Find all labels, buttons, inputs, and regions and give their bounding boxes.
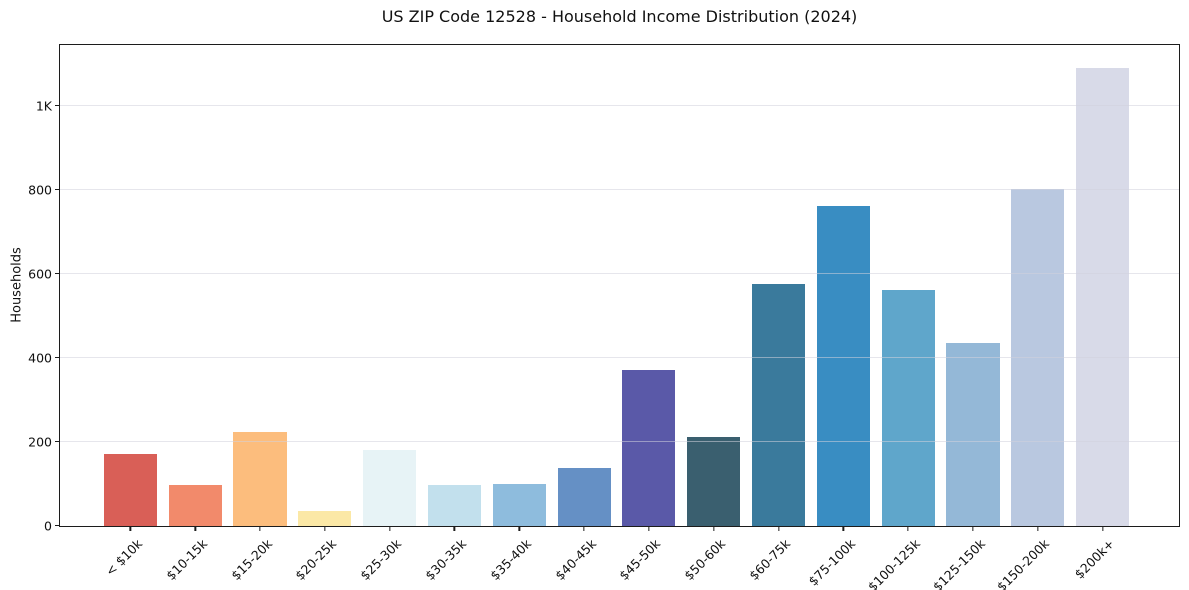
- plot-area: < $10k $10-15k $15-20k $20-25k $25-30k $30-35…: [28, 44, 1180, 590]
- bar: [751, 283, 806, 526]
- chart-title: US ZIP Code 12528 - Household Income Dis…: [381, 7, 858, 26]
- x-tick-label: $60-75k: [746, 536, 794, 584]
- y-tick-label: 200: [28, 434, 52, 450]
- y-tick-label: 400: [28, 350, 52, 366]
- bar-slot: $30-35k: [422, 45, 487, 583]
- x-tick-mark: [1101, 526, 1104, 531]
- bar: [492, 483, 546, 526]
- bar-slot: $25-30k: [357, 45, 422, 583]
- x-tick-mark: [453, 526, 456, 531]
- bar-slot: $100-125k: [864, 45, 941, 590]
- bars-container: < $10k $10-15k $15-20k $20-25k $25-30k $30-35…: [98, 45, 1135, 590]
- x-tick-mark: [713, 526, 715, 531]
- bar: [1011, 188, 1065, 526]
- y-tick-mark: [55, 440, 60, 443]
- y-tick-label: 1K: [35, 98, 52, 114]
- bar-slot: $35-40k: [487, 45, 552, 583]
- y-tick-mark: [55, 104, 60, 107]
- x-tick-mark: [389, 526, 391, 531]
- bar-slot: $20-25k: [292, 45, 357, 583]
- bar-slot: $200k+: [1070, 45, 1135, 582]
- x-tick-label: $125-150k: [929, 536, 988, 590]
- bar-slot: < $10k: [98, 45, 163, 579]
- bar-slot: $10-15k: [163, 45, 228, 583]
- x-tick-mark: [324, 526, 326, 531]
- bar: [557, 468, 611, 526]
- y-tick-label: 800: [28, 182, 52, 198]
- x-tick-label: < $10k: [102, 536, 146, 579]
- x-tick-label: $50-60k: [681, 536, 729, 584]
- bar-slot: $75-100k: [805, 45, 876, 589]
- y-tick-mark: [55, 356, 60, 359]
- x-tick-label: $40-45k: [551, 536, 599, 584]
- bar: [881, 290, 935, 526]
- bar: [687, 437, 741, 526]
- bar-slot: $125-150k: [929, 45, 1006, 590]
- bar: [298, 511, 352, 526]
- bar: [427, 485, 482, 526]
- x-tick-mark: [518, 526, 520, 531]
- x-tick-label: $30-35k: [422, 536, 470, 584]
- x-tick-label: $200k+: [1071, 536, 1118, 582]
- bar-slot: $15-20k: [228, 45, 293, 583]
- y-tick-mark: [55, 524, 60, 526]
- x-tick-mark: [129, 526, 132, 531]
- y-axis-label: Households: [9, 247, 25, 323]
- x-tick-label: $25-30k: [357, 536, 405, 584]
- y-tick-label: 600: [28, 266, 52, 282]
- x-tick-mark: [194, 526, 196, 531]
- bar: [103, 454, 157, 526]
- bar: [1076, 68, 1130, 526]
- bar: [946, 342, 1000, 526]
- bar: [363, 449, 417, 526]
- bar-slot: $40-45k: [552, 45, 617, 583]
- x-tick-label: $15-20k: [227, 536, 275, 584]
- x-tick-mark: [583, 526, 585, 531]
- bar-slot: $45-50k: [616, 45, 682, 583]
- bar: [233, 431, 287, 526]
- bar-slot: $50-60k: [681, 45, 746, 583]
- bar-slot: $150-200k: [994, 45, 1070, 590]
- x-tick-label: $75-100k: [805, 536, 858, 589]
- x-tick-mark: [907, 526, 909, 531]
- y-tick-label: 0: [44, 518, 52, 534]
- x-tick-label: $150-200k: [994, 536, 1053, 590]
- x-tick-label: $100-125k: [864, 536, 923, 590]
- bar: [168, 485, 222, 526]
- x-tick-mark: [1037, 526, 1039, 531]
- bar: [622, 370, 676, 526]
- x-tick-mark: [842, 526, 844, 531]
- x-tick-mark: [777, 526, 780, 531]
- y-tick-mark: [55, 188, 60, 191]
- x-tick-label: $45-50k: [616, 536, 664, 584]
- x-tick-mark: [972, 526, 974, 531]
- bar: [816, 206, 870, 526]
- y-tick-mark: [55, 272, 60, 275]
- x-tick-label: $35-40k: [486, 536, 534, 584]
- bar-slot: $60-75k: [746, 45, 811, 583]
- x-tick-label: $10-15k: [162, 536, 210, 584]
- x-tick-label: $20-25k: [292, 536, 340, 584]
- x-tick-mark: [259, 526, 261, 531]
- x-tick-mark: [648, 526, 650, 531]
